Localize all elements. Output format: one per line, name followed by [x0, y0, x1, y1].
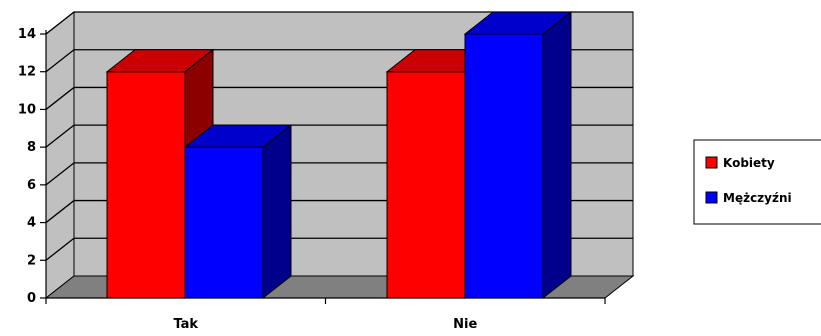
- bar: [183, 124, 293, 300]
- y-tick-label: 14: [18, 27, 36, 42]
- y-tick-label: 2: [27, 253, 36, 268]
- x-tick-label: Tak: [173, 317, 198, 332]
- y-tick-label: 0: [27, 291, 36, 306]
- x-axis: Tak Nie: [45, 298, 606, 332]
- bar-side: [542, 10, 572, 300]
- legend: Kobiety Mężczyźni: [693, 139, 821, 225]
- side-wall: [45, 10, 75, 300]
- y-tick-label: 6: [27, 178, 36, 193]
- legend-swatch: [705, 156, 718, 169]
- y-tick-label: 12: [18, 65, 36, 80]
- bar-front: [184, 146, 264, 299]
- legend-label: Kobiety: [723, 156, 775, 170]
- x-tick-label: Nie: [453, 317, 477, 332]
- bar-front: [106, 71, 186, 299]
- y-tick-label: 10: [18, 102, 36, 117]
- bar: [463, 10, 573, 300]
- legend-swatch: [705, 191, 718, 204]
- legend-box: [693, 139, 821, 225]
- legend-label: Mężczyźni: [723, 191, 792, 205]
- bar-front: [386, 71, 466, 299]
- y-tick-label: 8: [27, 140, 36, 155]
- gridline: [45, 11, 633, 35]
- bar-front: [464, 33, 544, 299]
- bars: [105, 10, 573, 300]
- bar-side: [262, 124, 292, 300]
- y-tick-label: 4: [27, 216, 36, 231]
- y-axis: 0 2 4 6 8 10 12 14: [18, 27, 47, 306]
